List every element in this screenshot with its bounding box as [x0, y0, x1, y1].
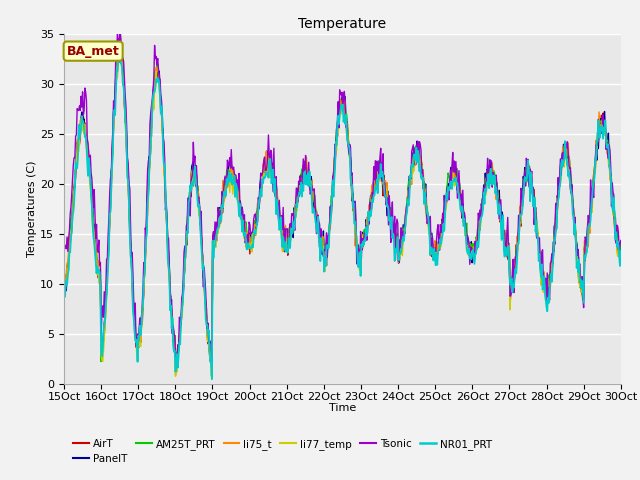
- Title: Temperature: Temperature: [298, 17, 387, 31]
- Y-axis label: Temperatures (C): Temperatures (C): [28, 160, 37, 257]
- X-axis label: Time: Time: [329, 403, 356, 413]
- Legend: AirT, PanelT, AM25T_PRT, li75_t, li77_temp, Tsonic, NR01_PRT: AirT, PanelT, AM25T_PRT, li75_t, li77_te…: [69, 435, 496, 468]
- Text: BA_met: BA_met: [67, 45, 120, 58]
